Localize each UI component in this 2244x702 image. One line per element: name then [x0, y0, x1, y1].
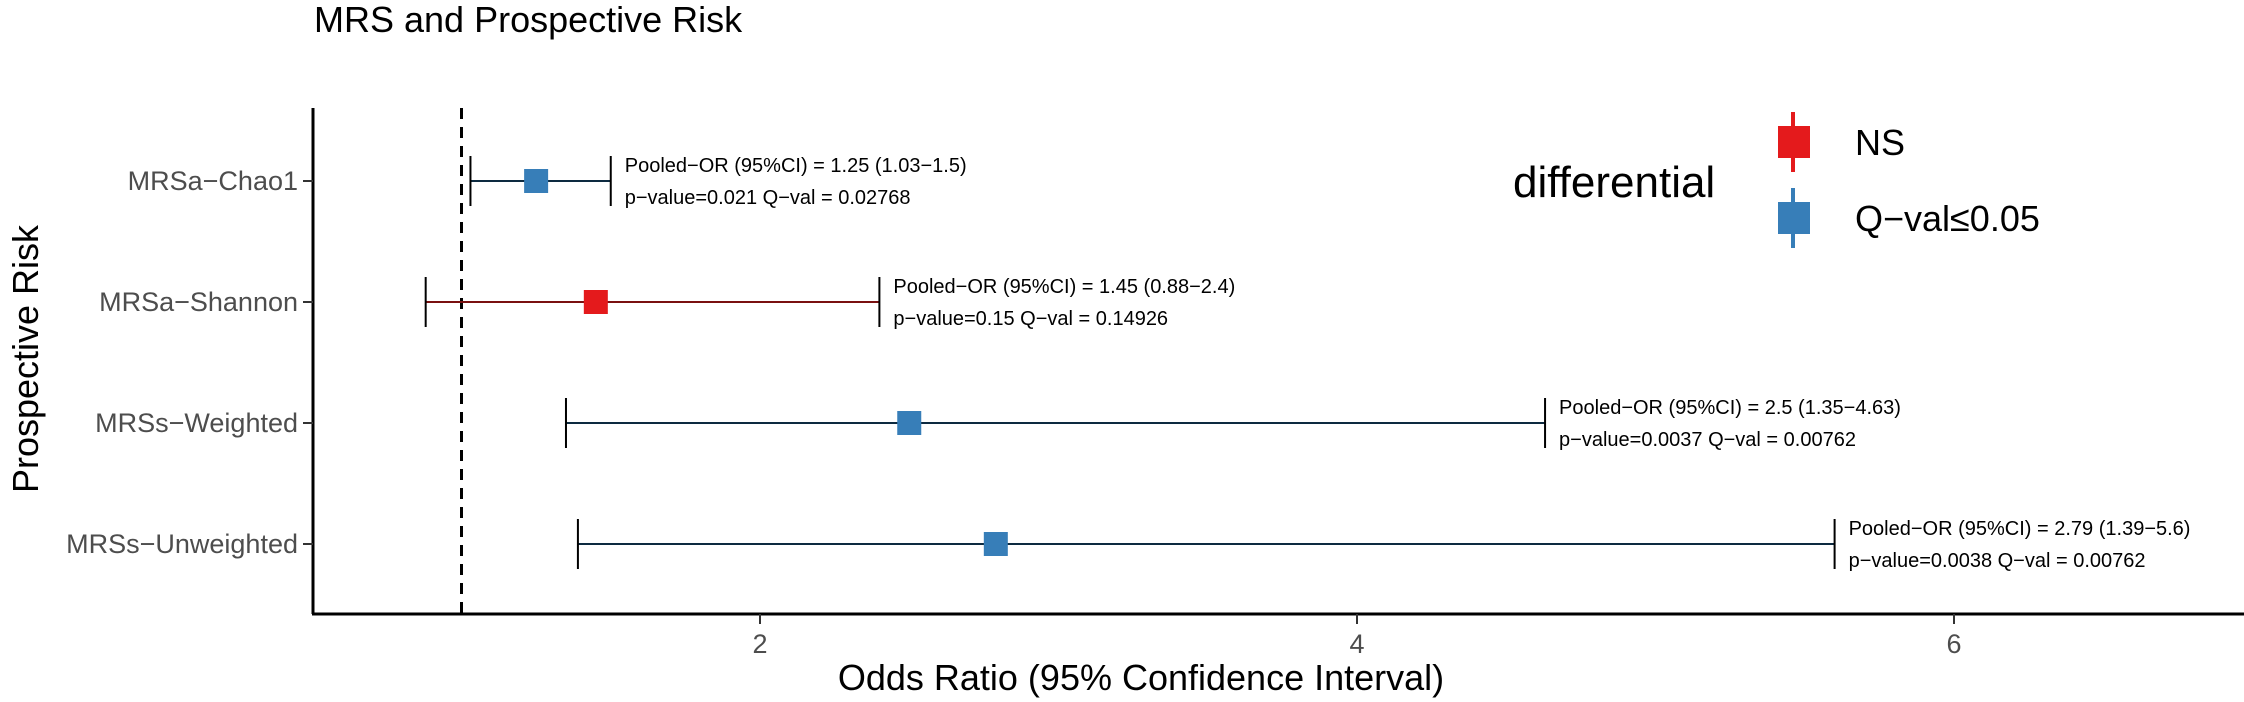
- y-category-label: MRSa−Shannon: [99, 287, 298, 317]
- y-axis-title: Prospective Risk: [5, 224, 46, 493]
- chart-title: MRS and Prospective Risk: [314, 0, 743, 40]
- legend-title: differential: [1513, 158, 1715, 207]
- y-category-label: MRSa−Chao1: [128, 166, 298, 196]
- x-tick-label: 4: [1349, 629, 1364, 659]
- annotation-pvalue: p−value=0.15 Q−val = 0.14926: [893, 308, 1168, 330]
- annotation-or: Pooled−OR (95%CI) = 2.79 (1.39−5.6): [1849, 518, 2191, 540]
- x-tick-label: 6: [1946, 629, 1961, 659]
- plot-layer: 2 4 6 MRSa−Chao1 Pooled−OR (95%CI) = 1.25 (1…: [66, 108, 2190, 659]
- annotation-or: Pooled−OR (95%CI) = 2.5 (1.35−4.63): [1559, 397, 1901, 419]
- annotation-pvalue: p−value=0.0037 Q−val = 0.00762: [1559, 429, 1856, 451]
- annotation-or: Pooled−OR (95%CI) = 1.45 (0.88−2.4): [893, 276, 1235, 298]
- legend-label: Q−val≤0.05: [1855, 198, 2040, 239]
- annotation-pvalue: p−value=0.0038 Q−val = 0.00762: [1849, 550, 2146, 572]
- point-estimate-marker: [524, 169, 549, 193]
- point-estimate-marker: [897, 411, 922, 435]
- point-estimate-marker: [583, 290, 608, 314]
- legend-key-marker: [1778, 202, 1810, 234]
- legend-label: NS: [1855, 122, 1905, 163]
- legend-key-marker: [1778, 126, 1810, 158]
- legend-items: NS Q−val≤0.05: [1778, 112, 2040, 248]
- annotation-or: Pooled−OR (95%CI) = 1.25 (1.03−1.5): [625, 155, 967, 177]
- y-category-label: MRSs−Unweighted: [66, 529, 298, 559]
- annotation-pvalue: p−value=0.021 Q−val = 0.02768: [625, 187, 911, 209]
- x-axis-title: Odds Ratio (95% Confidence Interval): [838, 657, 1444, 698]
- y-category-label: MRSs−Weighted: [95, 408, 298, 438]
- legend: differential NS Q−val≤0.05: [1513, 112, 2040, 248]
- x-tick-label: 2: [752, 629, 767, 659]
- point-estimate-marker: [983, 532, 1008, 556]
